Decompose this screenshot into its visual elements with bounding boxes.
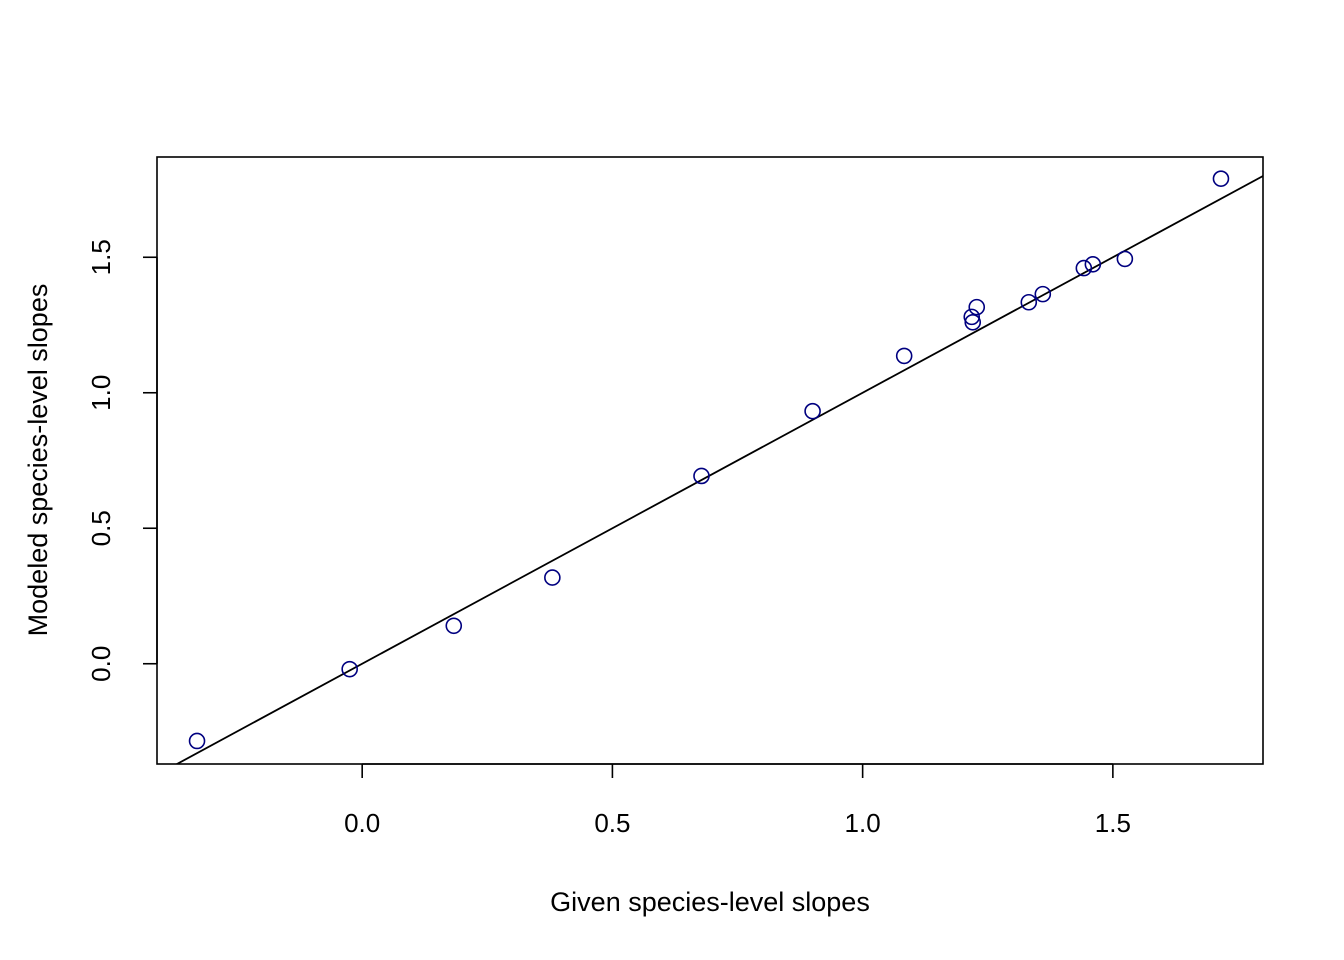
data-point [895,347,913,365]
x-axis: 0.0 0.5 1.0 1.5 [344,763,1131,838]
y-tick-label: 1.0 [86,375,116,411]
data-point [1116,250,1134,268]
y-tick-label: 0.5 [86,510,116,546]
y-tick-label: 0.0 [86,646,116,682]
data-point [188,732,206,750]
y-tick-label: 1.5 [86,239,116,275]
data-point [1020,293,1038,311]
reference-line [175,174,1263,764]
data-point [693,467,710,485]
data-point [445,617,463,635]
x-tick-label: 0.5 [594,808,630,838]
data-point [963,308,981,326]
x-tick-label: 0.0 [344,808,380,838]
reference-line-layer [175,174,1263,764]
data-point [544,569,561,586]
data-point [1084,256,1102,273]
data-point [1212,170,1230,187]
data-point [1034,285,1052,303]
data-point [341,660,358,678]
data-points-layer [188,170,1230,750]
data-point [968,298,986,316]
y-axis-label: Modeled species-level slopes [23,284,53,637]
y-axis: 0.0 0.5 1.0 1.5 [86,239,158,682]
x-axis-label: Given species-level slopes [550,887,870,917]
plot-frame [156,156,1264,765]
x-tick-label: 1.5 [1095,808,1131,838]
data-point [1075,259,1093,277]
data-point [964,313,982,331]
data-point [804,402,821,420]
x-tick-label: 1.0 [845,808,881,838]
